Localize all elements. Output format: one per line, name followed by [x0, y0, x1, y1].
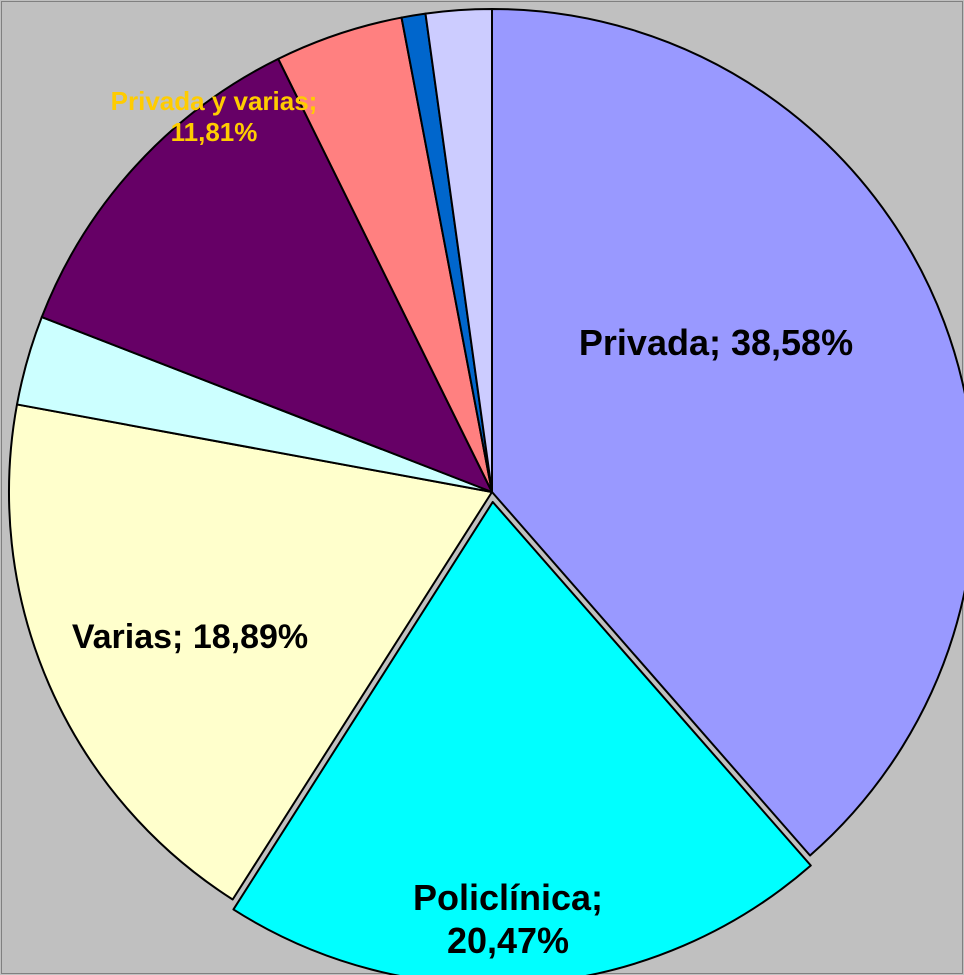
data-label-policl-nica: Policlínica; 20,47%: [413, 877, 603, 961]
pie-slice-varias: [8, 403, 493, 901]
data-label-varias: Varias; 18,89%: [72, 618, 308, 656]
pie-slice-privada-y-varias: [40, 57, 493, 493]
pie-slice-policl-nica: [232, 500, 812, 975]
pie-slice-unlabeled-7: [424, 8, 493, 493]
pie-slices: [8, 8, 964, 975]
pie-labels: Privada; 38,58% Policlínica; 20,47% Varias;…: [72, 86, 853, 961]
data-label-privada-y-varias: Privada y varias; 11,81%: [111, 86, 318, 147]
data-label-privada: Privada; 38,58%: [579, 322, 853, 363]
pie-slice-privada: [491, 8, 964, 857]
